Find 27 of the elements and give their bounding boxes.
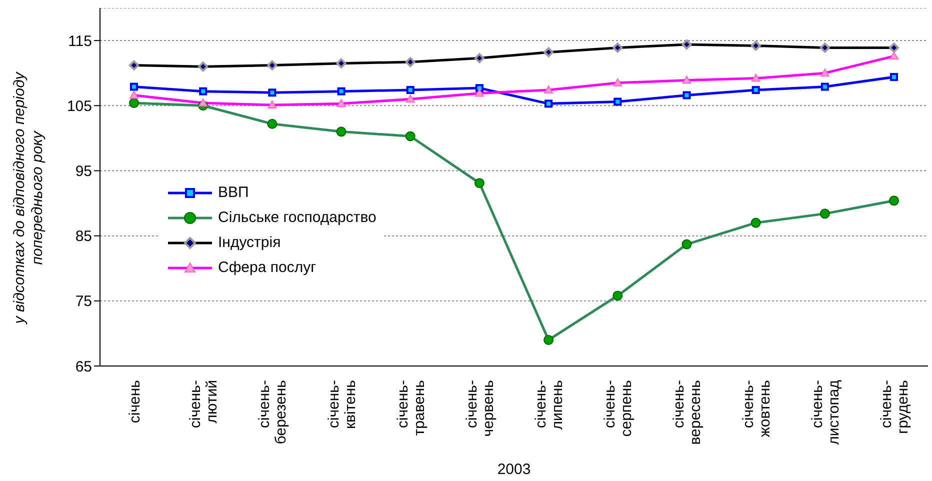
point	[199, 87, 208, 96]
legend-label: ВВП	[218, 184, 249, 201]
y-tick-label: 115	[68, 32, 92, 50]
point	[130, 82, 138, 91]
y-axis-title: у відсотках до відповідного періоду попереднього року	[11, 70, 46, 325]
legend-label: Індустрія	[218, 234, 281, 251]
y-tick-label: 65	[75, 358, 92, 376]
x-tick-label: січень	[126, 380, 144, 424]
x-tick-label: січень-лютий	[187, 380, 221, 428]
x-tick-label: січень-квітень	[325, 380, 359, 430]
x-axis-title: 2003	[497, 461, 531, 478]
y-tick-label: 95	[75, 163, 92, 180]
point	[614, 98, 622, 106]
y-tick-label: 105	[66, 98, 92, 115]
legend-label: Сфера послуг	[218, 259, 316, 276]
point	[406, 86, 414, 94]
y-tick-label: 75	[75, 293, 92, 310]
point	[268, 88, 276, 97]
y-tick-label: 85	[75, 228, 92, 246]
point	[544, 100, 553, 108]
point	[752, 86, 760, 94]
x-tick-label: січень-липень	[532, 380, 566, 430]
point	[890, 72, 898, 81]
legend-label: Сільське господарство	[218, 209, 376, 226]
point	[337, 87, 346, 96]
point	[820, 82, 829, 91]
point	[682, 91, 691, 100]
